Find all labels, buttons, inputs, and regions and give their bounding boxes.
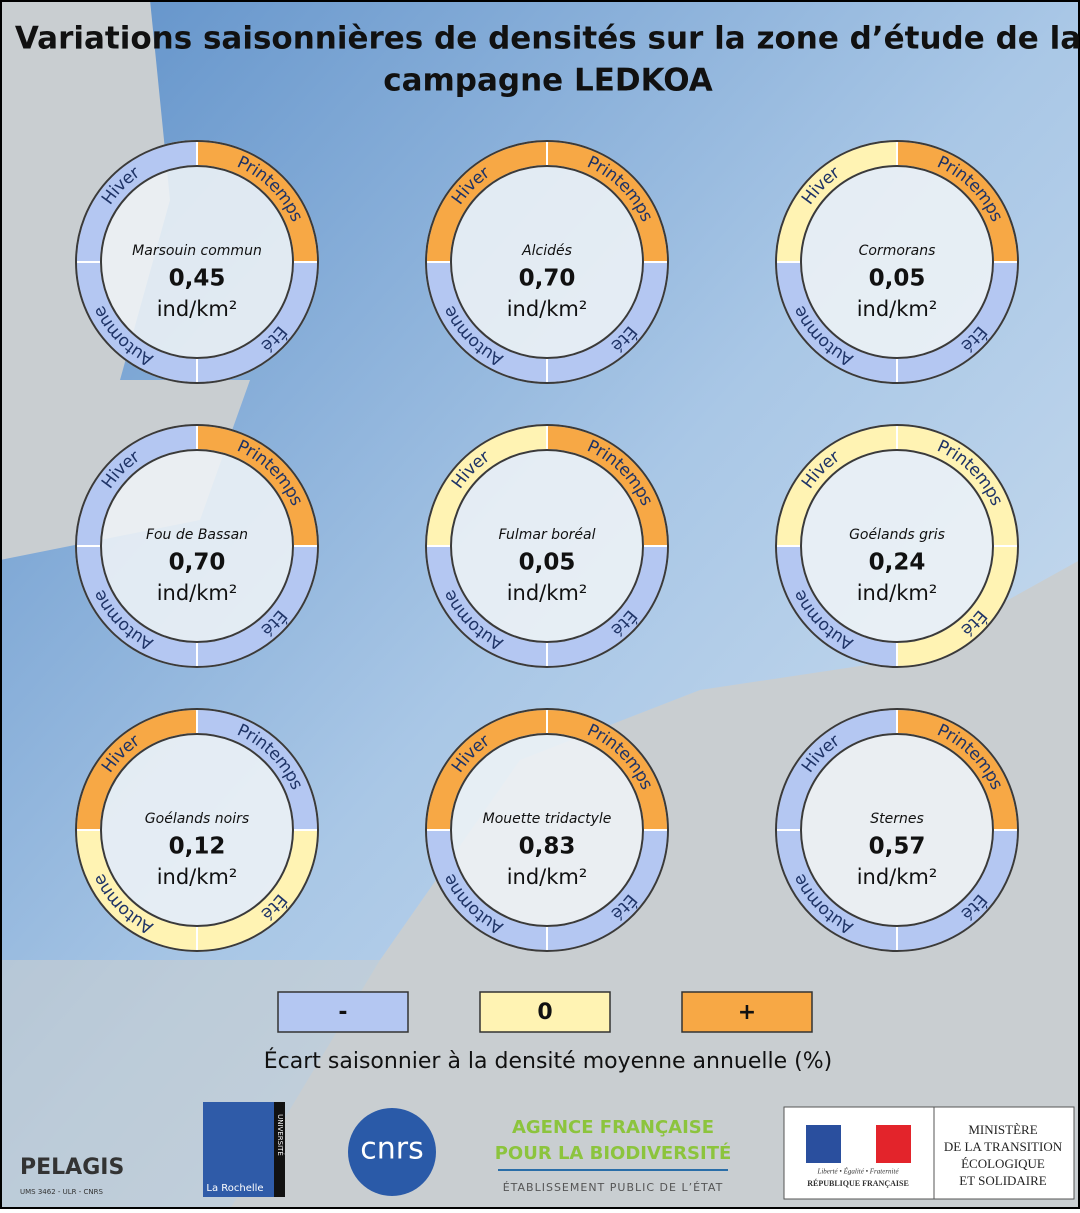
- species-name: Sternes: [870, 811, 924, 827]
- ring-center: [450, 449, 644, 643]
- species-name: Goélands noirs: [145, 811, 249, 827]
- species-unit: ind/km²: [157, 581, 238, 605]
- species-ring: Hiver PrintempsÉtéAutomneSternes0,57ind/k…: [774, 707, 1020, 953]
- logos: PELAGIS UMS 3462 - ULR - CNRS UNIVERSITÉ…: [20, 1102, 1075, 1200]
- species-name: Goélands gris: [849, 527, 945, 543]
- ring-outline: [775, 140, 1019, 384]
- species-name: Alcidés: [521, 243, 572, 259]
- species-density: 0,05: [519, 550, 576, 576]
- flag-red: [876, 1125, 911, 1163]
- species-name: Mouette tridactyle: [483, 811, 612, 827]
- logo-univ-text: UNIVERSITÉ: [276, 1114, 285, 1156]
- legend-swatch: [277, 991, 409, 1033]
- ring-center: [100, 165, 294, 359]
- logo-afb: POUR LA BIODIVERSITÉ: [495, 1142, 732, 1164]
- species-unit: ind/km²: [857, 297, 938, 321]
- species-name: Cormorans: [859, 243, 936, 259]
- logo-gov-motto: Liberté • Égalité • Fraternité: [816, 1168, 899, 1176]
- logo-min: MINISTÈRE: [968, 1122, 1037, 1137]
- species-unit: ind/km²: [157, 865, 238, 889]
- logo-min: ET SOLIDAIRE: [959, 1173, 1047, 1188]
- species-unit: ind/km²: [857, 581, 938, 605]
- flag-blue: [806, 1125, 841, 1163]
- legend-label: 0: [537, 1000, 552, 1025]
- ring-center: [450, 733, 644, 927]
- legend: - 0 +: [277, 991, 813, 1033]
- species-unit: ind/km²: [507, 865, 588, 889]
- flag-white: [841, 1125, 876, 1163]
- species-unit: ind/km²: [157, 297, 238, 321]
- species-density: 0,83: [519, 834, 576, 860]
- ring-outline: [75, 424, 319, 668]
- logo-pelagis-sub: UMS 3462 - ULR - CNRS: [20, 1188, 103, 1196]
- ring-center: [100, 449, 294, 643]
- logo-min: DE LA TRANSITION: [944, 1139, 1063, 1154]
- legend-label: -: [338, 1000, 347, 1025]
- species-density: 0,57: [869, 834, 926, 860]
- species-density: 0,70: [519, 266, 576, 292]
- species-density: 0,05: [869, 266, 926, 292]
- species-density: 0,24: [869, 550, 926, 576]
- species-density: 0,45: [169, 266, 226, 292]
- legend-swatch: [681, 991, 813, 1033]
- logo-univ-city: La Rochelle: [206, 1183, 263, 1194]
- ring-outline: [75, 708, 319, 952]
- ring-center: [800, 449, 994, 643]
- ring-center: [450, 165, 644, 359]
- ring-outline: [75, 140, 319, 384]
- species-name: Marsouin commun: [132, 243, 262, 259]
- ring-center: [800, 165, 994, 359]
- species-unit: ind/km²: [507, 297, 588, 321]
- species-ring: Hiver PrintempsÉtéAutomneAlcidés0,70ind/k…: [424, 139, 670, 385]
- logo-afb: AGENCE FRANÇAISE: [512, 1117, 714, 1138]
- species-density: 0,70: [169, 550, 226, 576]
- logo-cnrs-text: cnrs: [360, 1132, 423, 1167]
- ring-outline: [775, 708, 1019, 952]
- logo-pelagis: PELAGIS: [20, 1155, 124, 1180]
- legend-swatch: [479, 991, 611, 1033]
- logo-min: ÉCOLOGIQUE: [961, 1156, 1045, 1171]
- title-line: Variations saisonnières de densités sur …: [15, 21, 1080, 57]
- ring-center: [100, 733, 294, 927]
- species-name: Fulmar boréal: [499, 527, 596, 543]
- species-unit: ind/km²: [857, 865, 938, 889]
- ring-outline: [425, 708, 669, 952]
- species-unit: ind/km²: [507, 581, 588, 605]
- title-line: campagne LEDKOA: [383, 63, 713, 99]
- logo-cnrs: [348, 1108, 436, 1196]
- logo-afb-sub: ÉTABLISSEMENT PUBLIC DE L’ÉTAT: [503, 1181, 724, 1194]
- legend-caption: Écart saisonnier à la densité moyenne an…: [264, 1048, 832, 1074]
- logo-univ-band: [274, 1102, 285, 1197]
- species-name: Fou de Bassan: [146, 527, 248, 543]
- species-ring: Hiver PrintempsÉtéAutomneCormorans0,05ind…: [774, 139, 1020, 385]
- ring-outline: [425, 424, 669, 668]
- ring-center: [800, 733, 994, 927]
- legend-label: +: [738, 1000, 756, 1025]
- logo-gov-name: RÉPUBLIQUE FRANÇAISE: [807, 1178, 909, 1188]
- species-density: 0,12: [169, 834, 226, 860]
- ring-outline: [775, 424, 1019, 668]
- ring-outline: [425, 140, 669, 384]
- logo-univ: [203, 1102, 285, 1197]
